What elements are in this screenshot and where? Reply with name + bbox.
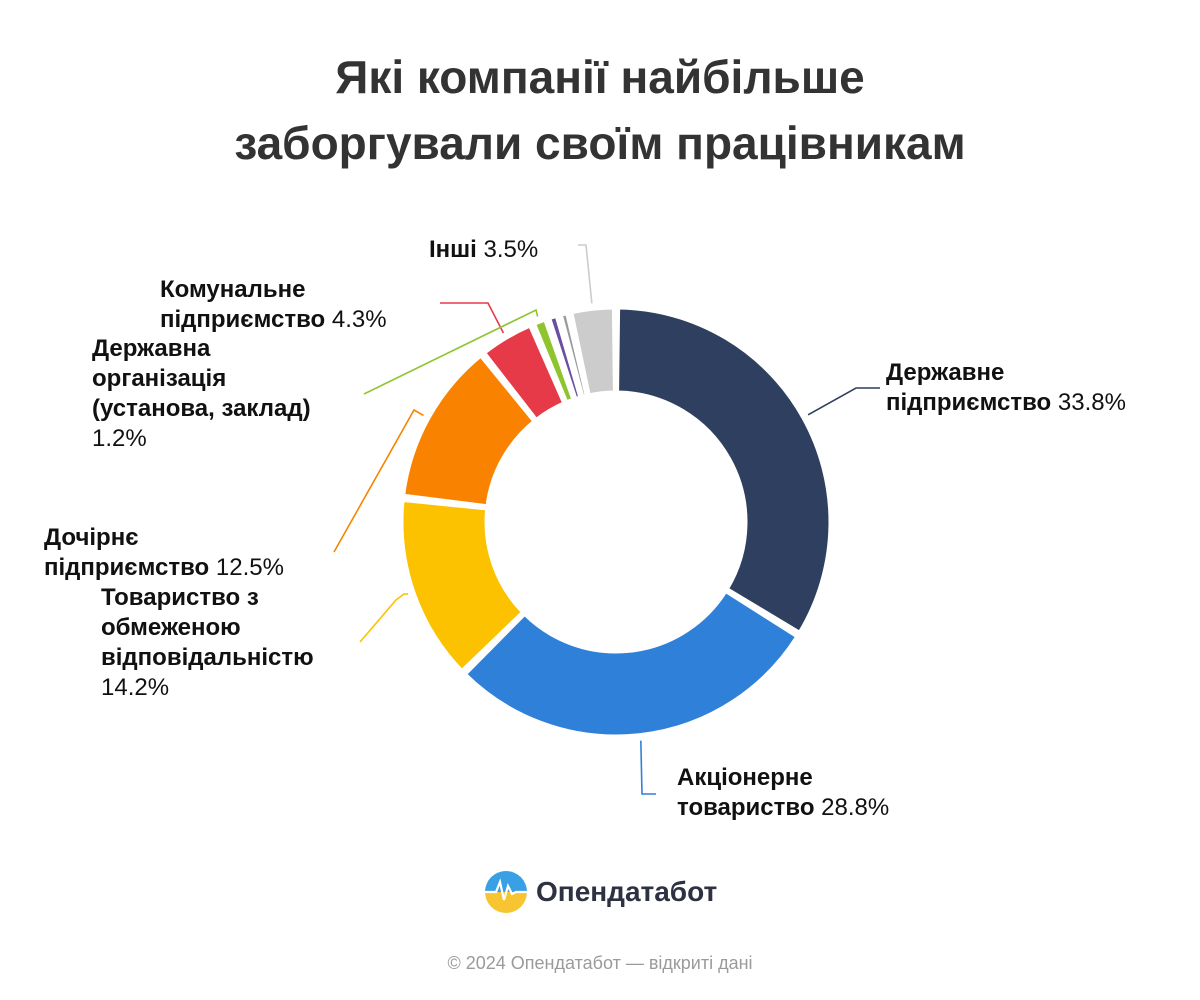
- donut-slices: [400, 306, 832, 738]
- brand-name: Опендатабот: [536, 876, 718, 907]
- value-label-aktsionerne: 28.8%: [821, 794, 890, 821]
- value-label-dochirne: 12.5%: [215, 554, 284, 581]
- chart-title: Які компанії найбільше заборгували своїм…: [0, 44, 1200, 176]
- value-label-tov: 14.2%: [101, 674, 170, 701]
- label-komunalne-pidpryiemstvo: Комунальне підприємство 4.3%: [160, 276, 387, 333]
- leader-line-4: [440, 302, 505, 334]
- leader-line-3: [333, 408, 424, 553]
- donut-slice-3: [402, 354, 536, 508]
- leader-lines: [333, 244, 880, 795]
- leader-line-6: [578, 244, 593, 304]
- footer-copyright: © 2024 Опендатабот — відкриті дані: [447, 953, 753, 973]
- chart-title-line-1: Які компанії найбільше: [335, 51, 865, 103]
- label-tov: Товариство з обмеженою відповідальністю …: [101, 584, 314, 701]
- leader-line-5: [363, 308, 539, 395]
- value-label-inshi: 3.5%: [483, 236, 539, 263]
- donut-slice-5: [533, 318, 575, 404]
- donut-slice-0: [616, 306, 832, 634]
- value-label-derzhavne: 33.8%: [1057, 389, 1126, 416]
- donut-slice-2: [400, 498, 524, 672]
- donut-slice-1: [464, 590, 799, 738]
- label-derzhavna-organizatsiia: Державна організація (установа, заклад) …: [92, 335, 311, 452]
- chart-title-line-2: заборгували своїм працівникам: [234, 117, 966, 169]
- donut-slice-8: [570, 306, 616, 397]
- leader-line-2: [359, 593, 409, 643]
- donut-slice-6: [548, 314, 582, 400]
- donut-slice-4: [483, 324, 566, 421]
- leader-line-0: [807, 387, 880, 416]
- value-label-derzhavna-organizatsiia: 1.2%: [92, 425, 147, 452]
- label-dochirne-pidpryiemstvo: Дочірнє підприємство 12.5%: [44, 524, 284, 581]
- leader-line-1: [640, 740, 656, 795]
- value-label-komunalne: 4.3%: [331, 306, 387, 333]
- donut-slice-7: [559, 312, 588, 398]
- label-derzhavne-pidpryiemstvo: Державне підприємство 33.8%: [886, 359, 1126, 416]
- brand-logo: Опендатабот: [484, 870, 717, 914]
- label-aktsionerne-tovarystvo: Акціонерне товариство 28.8%: [677, 764, 890, 821]
- label-inshi: Інші 3.5%: [429, 236, 539, 263]
- opendatabot-logo-icon: [485, 871, 527, 913]
